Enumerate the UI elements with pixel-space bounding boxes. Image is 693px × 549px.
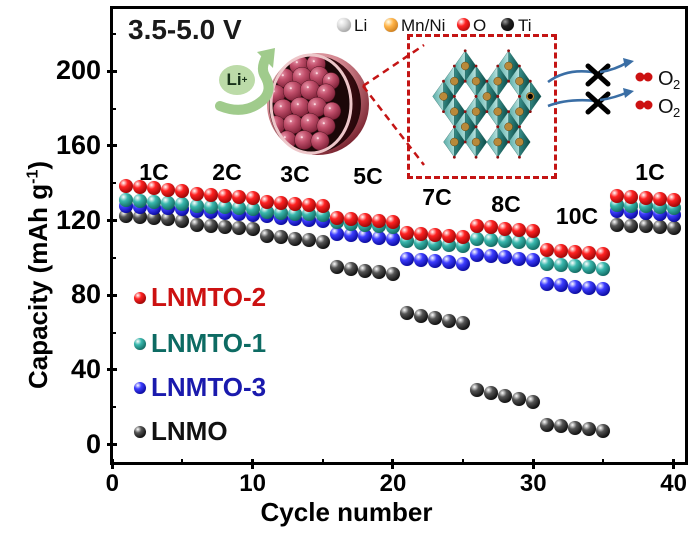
svg-text:O: O (658, 96, 674, 118)
svg-text:2: 2 (673, 105, 680, 120)
svg-text:O: O (658, 68, 674, 90)
svg-text:2: 2 (673, 77, 680, 92)
